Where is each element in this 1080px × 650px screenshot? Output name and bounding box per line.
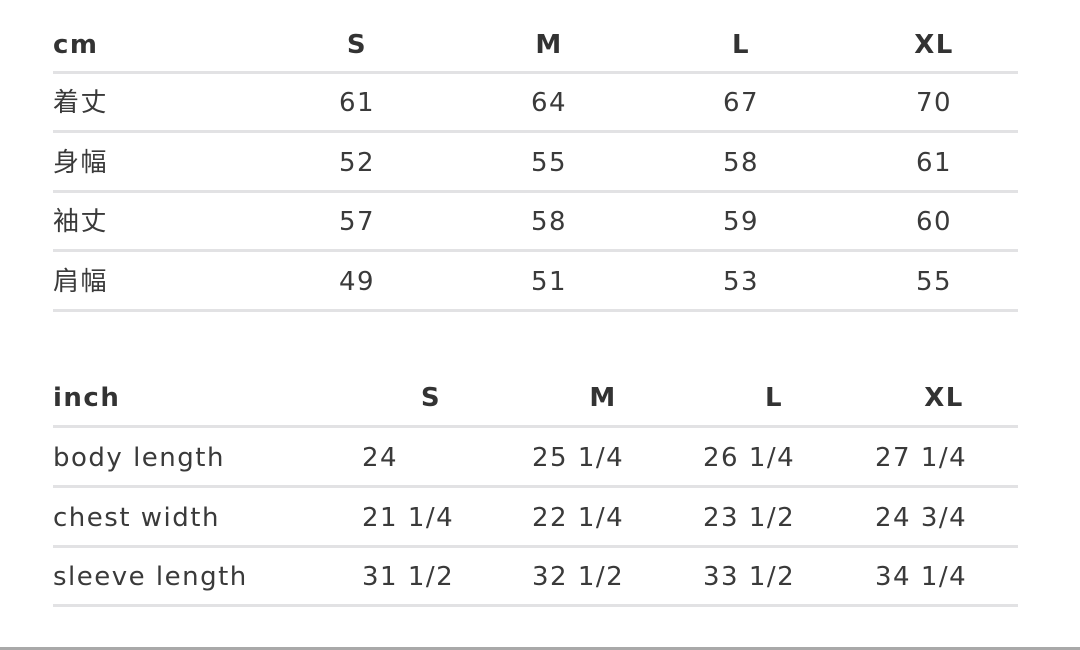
cell-value: 33 1/2 <box>703 562 796 592</box>
row-label: 肩幅 <box>53 267 109 297</box>
cell-value: 58 <box>722 148 760 178</box>
cell-value: 26 1/4 <box>703 443 796 473</box>
cell-value: 58 <box>530 207 568 237</box>
size-header: XL <box>914 30 954 60</box>
cell-value: 67 <box>722 88 760 118</box>
size-header: XL <box>924 383 964 413</box>
cell-value: 53 <box>722 267 760 297</box>
row-label: 袖丈 <box>53 207 109 237</box>
cell-value: 61 <box>338 88 376 118</box>
cell-value: 31 1/2 <box>362 562 455 592</box>
size-header: L <box>764 383 784 413</box>
row-divider <box>53 309 1018 312</box>
size-header: M <box>589 383 617 413</box>
row-label: body length <box>53 443 225 473</box>
cell-value: 64 <box>530 88 568 118</box>
row-divider <box>53 485 1018 488</box>
cell-value: 60 <box>915 207 953 237</box>
inch-unit-header: inch <box>53 383 121 413</box>
size-header: L <box>731 30 751 60</box>
cell-value: 51 <box>530 267 568 297</box>
bottom-divider <box>0 647 1080 650</box>
size-header: M <box>535 30 563 60</box>
row-divider <box>53 545 1018 548</box>
row-label: chest width <box>53 503 220 533</box>
row-label: 身幅 <box>53 148 109 178</box>
cell-value: 23 1/2 <box>703 503 796 533</box>
cell-value: 52 <box>338 148 376 178</box>
cell-value: 55 <box>915 267 953 297</box>
cell-value: 24 <box>362 443 399 473</box>
cell-value: 32 1/2 <box>532 562 625 592</box>
cell-value: 49 <box>338 267 376 297</box>
row-divider <box>53 130 1018 133</box>
row-divider <box>53 71 1018 74</box>
cell-value: 27 1/4 <box>875 443 968 473</box>
row-divider <box>53 425 1018 428</box>
size-header: S <box>346 30 368 60</box>
size-header: S <box>420 383 442 413</box>
cell-value: 57 <box>338 207 376 237</box>
cell-value: 34 1/4 <box>875 562 968 592</box>
row-divider <box>53 604 1018 607</box>
cell-value: 59 <box>722 207 760 237</box>
cell-value: 61 <box>915 148 953 178</box>
cm-unit-header: cm <box>53 30 99 60</box>
cell-value: 24 3/4 <box>875 503 968 533</box>
cell-value: 55 <box>530 148 568 178</box>
row-divider <box>53 190 1018 193</box>
cell-value: 21 1/4 <box>362 503 455 533</box>
cell-value: 22 1/4 <box>532 503 625 533</box>
cell-value: 70 <box>915 88 953 118</box>
cell-value: 25 1/4 <box>532 443 625 473</box>
row-label: sleeve length <box>53 562 248 592</box>
row-divider <box>53 249 1018 252</box>
row-label: 着丈 <box>53 88 109 118</box>
